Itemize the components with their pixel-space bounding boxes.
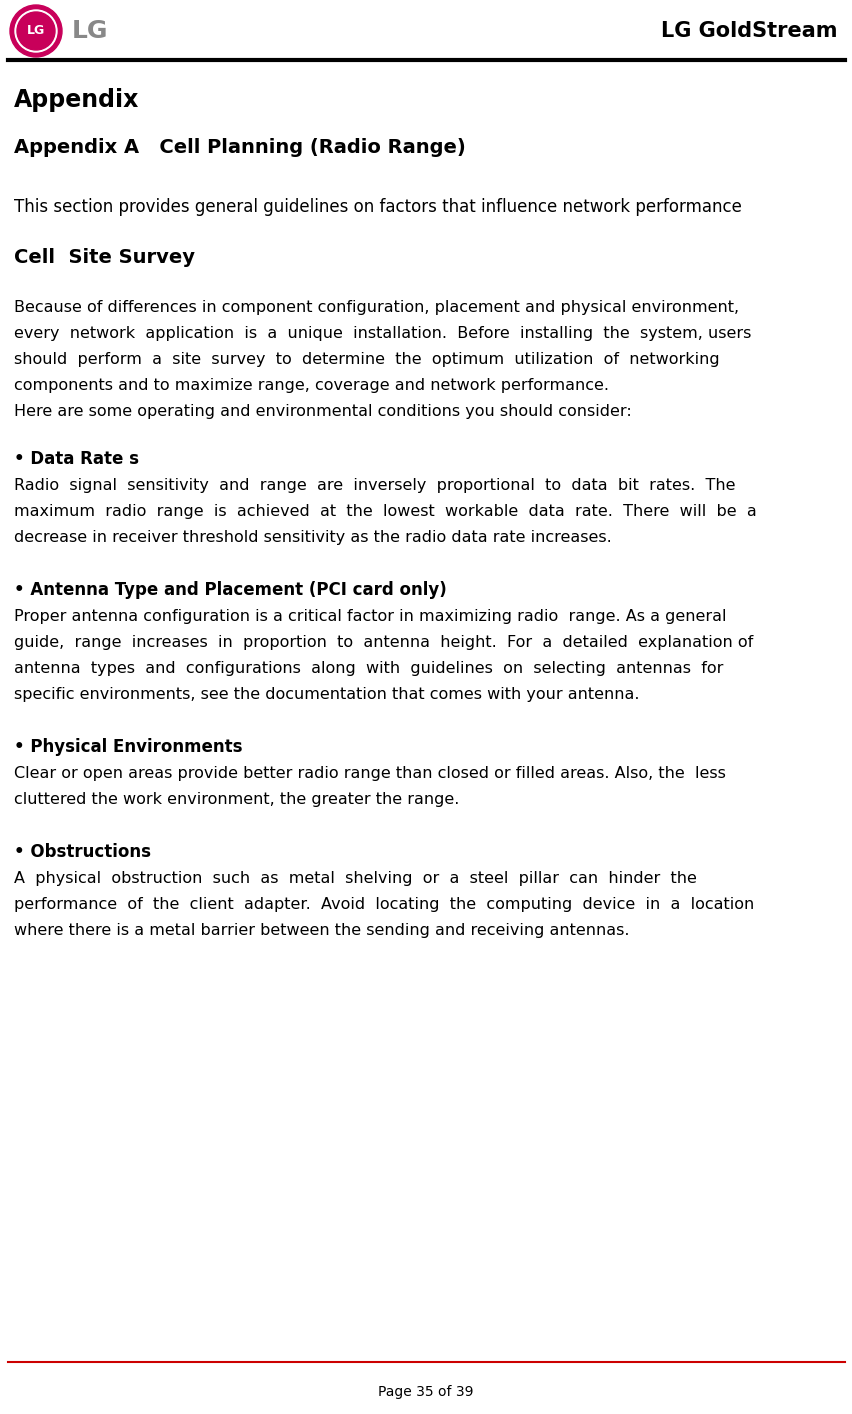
Text: • Antenna Type and Placement (PCI card only): • Antenna Type and Placement (PCI card o…	[14, 581, 446, 600]
Text: A  physical  obstruction  such  as  metal  shelving  or  a  steel  pillar  can  : A physical obstruction such as metal she…	[14, 871, 696, 887]
Text: • Data Rate s: • Data Rate s	[14, 450, 139, 468]
Text: LG: LG	[72, 18, 108, 42]
Text: Radio  signal  sensitivity  and  range  are  inversely  proportional  to  data  : Radio signal sensitivity and range are i…	[14, 478, 734, 493]
Text: maximum  radio  range  is  achieved  at  the  lowest  workable  data  rate.  The: maximum radio range is achieved at the l…	[14, 503, 756, 519]
Text: LG: LG	[27, 24, 45, 38]
Text: Here are some operating and environmental conditions you should consider:: Here are some operating and environmenta…	[14, 404, 631, 419]
Text: every  network  application  is  a  unique  installation.  Before  installing  t: every network application is a unique in…	[14, 327, 751, 341]
Text: Because of differences in component configuration, placement and physical enviro: Because of differences in component conf…	[14, 300, 739, 315]
Text: • Physical Environments: • Physical Environments	[14, 738, 242, 756]
Text: antenna  types  and  configurations  along  with  guidelines  on  selecting  ant: antenna types and configurations along w…	[14, 660, 722, 676]
Circle shape	[17, 11, 55, 49]
Text: Appendix: Appendix	[14, 88, 139, 112]
Text: LG GoldStream: LG GoldStream	[660, 21, 837, 41]
Text: should  perform  a  site  survey  to  determine  the  optimum  utilization  of  : should perform a site survey to determin…	[14, 352, 719, 368]
Text: where there is a metal barrier between the sending and receiving antennas.: where there is a metal barrier between t…	[14, 923, 629, 937]
Text: Cell  Site Survey: Cell Site Survey	[14, 247, 195, 267]
Text: This section provides general guidelines on factors that influence network perfo: This section provides general guidelines…	[14, 198, 741, 216]
Text: Proper antenna configuration is a critical factor in maximizing radio  range. As: Proper antenna configuration is a critic…	[14, 609, 726, 624]
Text: Page 35 of 39: Page 35 of 39	[377, 1384, 473, 1398]
Circle shape	[10, 6, 62, 57]
Text: • Obstructions: • Obstructions	[14, 843, 151, 861]
Text: decrease in receiver threshold sensitivity as the radio data rate increases.: decrease in receiver threshold sensitivi…	[14, 530, 611, 544]
Text: cluttered the work environment, the greater the range.: cluttered the work environment, the grea…	[14, 792, 459, 807]
Text: components and to maximize range, coverage and network performance.: components and to maximize range, covera…	[14, 378, 608, 393]
Text: guide,  range  increases  in  proportion  to  antenna  height.  For  a  detailed: guide, range increases in proportion to …	[14, 635, 752, 650]
Text: specific environments, see the documentation that comes with your antenna.: specific environments, see the documenta…	[14, 687, 639, 701]
Text: Appendix A   Cell Planning (Radio Range): Appendix A Cell Planning (Radio Range)	[14, 139, 465, 157]
Circle shape	[15, 10, 57, 52]
Text: performance  of  the  client  adapter.  Avoid  locating  the  computing  device : performance of the client adapter. Avoid…	[14, 896, 753, 912]
Text: Clear or open areas provide better radio range than closed or filled areas. Also: Clear or open areas provide better radio…	[14, 766, 725, 781]
